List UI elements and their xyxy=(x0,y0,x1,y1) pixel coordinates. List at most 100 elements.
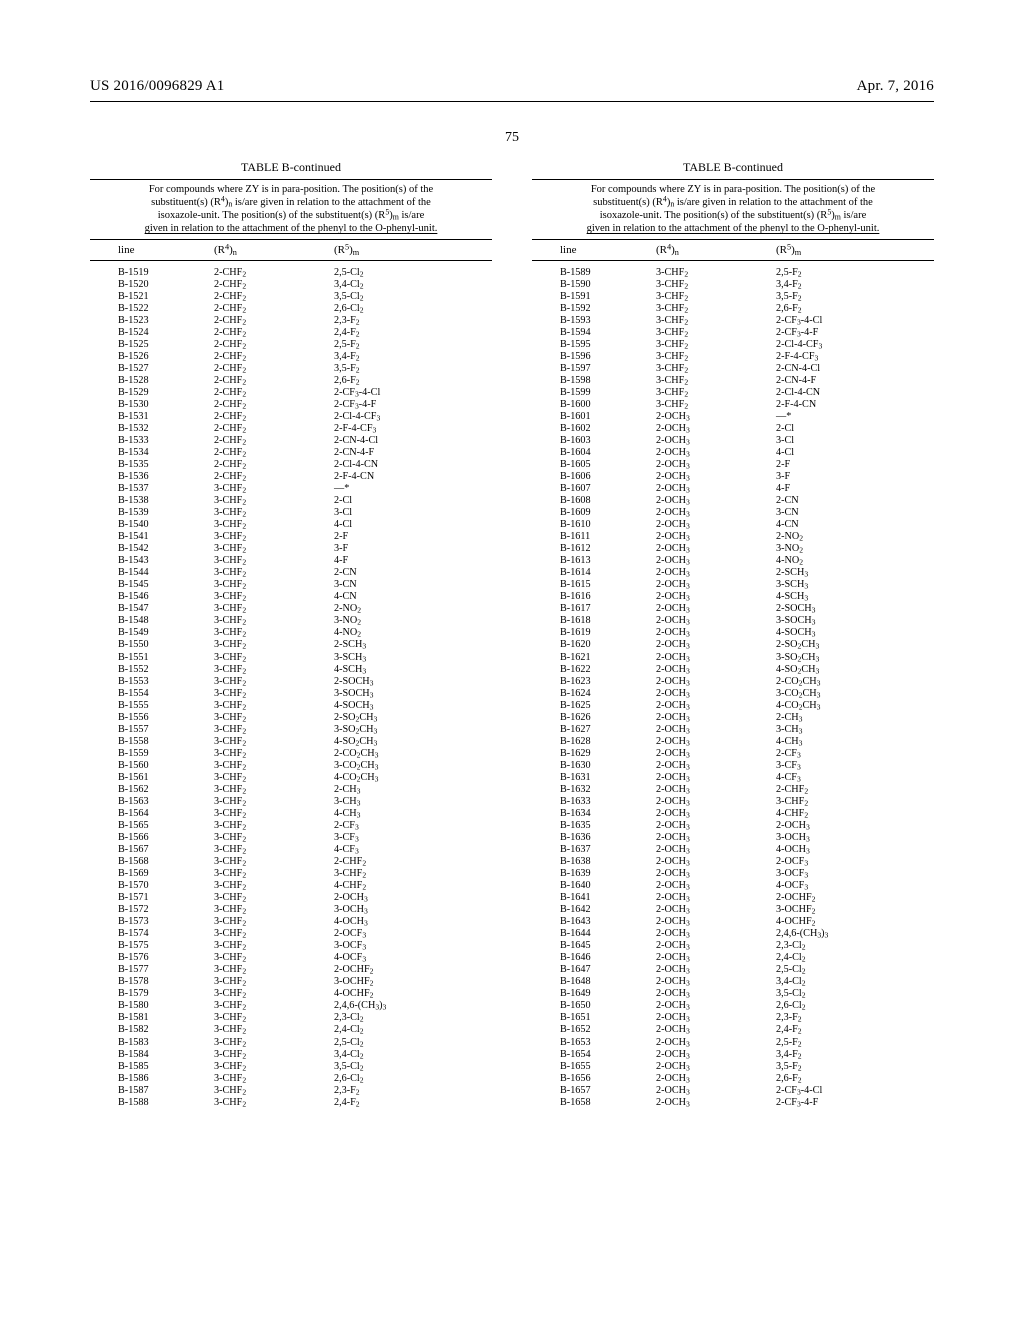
cell-line: B-1577 xyxy=(118,964,214,976)
table-row: B-15493-CHF24-NO2 xyxy=(118,627,492,639)
cell-line: B-1560 xyxy=(118,760,214,772)
cell-r5: 2,4-Cl2 xyxy=(334,1024,492,1036)
cell-r4: 3-CHF2 xyxy=(214,1024,334,1036)
cell-r4: 2-OCH3 xyxy=(656,447,776,459)
table-row: B-15533-CHF22-SOCH3 xyxy=(118,676,492,688)
cell-line: B-1541 xyxy=(118,531,214,543)
table-row: B-15222-CHF22,6-Cl2 xyxy=(118,303,492,315)
cell-line: B-1606 xyxy=(560,471,656,483)
table-row: B-15463-CHF24-CN xyxy=(118,591,492,603)
cell-r4: 3-CHF2 xyxy=(214,880,334,892)
table-row: B-15242-CHF22,4-F2 xyxy=(118,327,492,339)
cell-line: B-1644 xyxy=(560,928,656,940)
cell-r4: 3-CHF2 xyxy=(214,748,334,760)
cell-line: B-1596 xyxy=(560,351,656,363)
table-row: B-15703-CHF24-CHF2 xyxy=(118,880,492,892)
cell-r4: 2-CHF2 xyxy=(214,363,334,375)
cell-line: B-1545 xyxy=(118,579,214,591)
table-row: B-15663-CHF23-CF3 xyxy=(118,832,492,844)
cell-r5: 2-F-4-CN xyxy=(776,399,934,411)
table-row: B-15212-CHF23,5-Cl2 xyxy=(118,291,492,303)
cell-r5: 2-OCHF2 xyxy=(776,892,934,904)
cell-r5: 2-CO2CH3 xyxy=(776,676,934,688)
table-row: B-16282-OCH34-CH3 xyxy=(560,736,934,748)
table-row: B-16342-OCH34-CHF2 xyxy=(560,808,934,820)
col-header-line: line xyxy=(560,244,656,256)
table-row: B-16152-OCH33-SCH3 xyxy=(560,579,934,591)
cell-r4: 3-CHF2 xyxy=(656,399,776,411)
cell-line: B-1542 xyxy=(118,543,214,555)
cell-r4: 2-OCH3 xyxy=(656,700,776,712)
cell-line: B-1539 xyxy=(118,507,214,519)
cell-line: B-1522 xyxy=(118,303,214,315)
cell-r5: 2-CN xyxy=(334,567,492,579)
cell-r5: 2,5-F2 xyxy=(334,339,492,351)
cell-r4: 3-CHF2 xyxy=(214,844,334,856)
cell-r5: 4-SO2CH3 xyxy=(334,736,492,748)
cell-line: B-1603 xyxy=(560,435,656,447)
cell-r4: 2-OCH3 xyxy=(656,531,776,543)
cell-line: B-1619 xyxy=(560,627,656,639)
cell-line: B-1593 xyxy=(560,315,656,327)
cell-r4: 3-CHF2 xyxy=(214,603,334,615)
table-row: B-16102-OCH34-CN xyxy=(560,519,934,531)
cell-r5: 3-OCH3 xyxy=(776,832,934,844)
cell-r5: 3,5-Cl2 xyxy=(334,1061,492,1073)
table-caption-right: For compounds where ZY is in para-positi… xyxy=(532,179,934,240)
cell-r5: 3-SCH3 xyxy=(776,579,934,591)
cell-r5: 2-CF3-4-F xyxy=(334,399,492,411)
cell-line: B-1571 xyxy=(118,892,214,904)
cell-line: B-1595 xyxy=(560,339,656,351)
table-row: B-15643-CHF24-CH3 xyxy=(118,808,492,820)
cell-line: B-1629 xyxy=(560,748,656,760)
cell-r4: 2-OCH3 xyxy=(656,796,776,808)
cell-r4: 2-OCH3 xyxy=(656,1024,776,1036)
cell-r5: 2,6-F2 xyxy=(776,303,934,315)
cell-r4: 3-CHF2 xyxy=(214,615,334,627)
cell-r5: 4-CN xyxy=(776,519,934,531)
table-row: B-15893-CHF22,5-F2 xyxy=(560,267,934,279)
cell-r4: 2-CHF2 xyxy=(214,375,334,387)
cell-line: B-1557 xyxy=(118,724,214,736)
table-row: B-15943-CHF22-CF3-4-F xyxy=(560,327,934,339)
table-row: B-15723-CHF23-OCH3 xyxy=(118,904,492,916)
cell-line: B-1657 xyxy=(560,1085,656,1097)
cell-line: B-1628 xyxy=(560,736,656,748)
cell-line: B-1655 xyxy=(560,1061,656,1073)
cell-line: B-1624 xyxy=(560,688,656,700)
caption-line: For compounds where ZY is in para-positi… xyxy=(96,183,486,196)
col-header-line: line xyxy=(118,244,214,256)
cell-r4: 2-OCH3 xyxy=(656,712,776,724)
cell-line: B-1652 xyxy=(560,1024,656,1036)
cell-line: B-1587 xyxy=(118,1085,214,1097)
cell-line: B-1529 xyxy=(118,387,214,399)
cell-line: B-1621 xyxy=(560,652,656,664)
cell-r5: 3,4-F2 xyxy=(776,1049,934,1061)
cell-r5: 3,5-Cl2 xyxy=(776,988,934,1000)
publication-date: Apr. 7, 2016 xyxy=(857,78,934,95)
table-row: B-15403-CHF24-Cl xyxy=(118,519,492,531)
table-header-row: line (R4)n (R5)m xyxy=(532,240,934,261)
cell-r4: 2-CHF2 xyxy=(214,447,334,459)
cell-line: B-1521 xyxy=(118,291,214,303)
cell-r4: 2-OCH3 xyxy=(656,507,776,519)
cell-r5: 2-OCHF2 xyxy=(334,964,492,976)
cell-r4: 2-CHF2 xyxy=(214,411,334,423)
cell-r5: 3-CH3 xyxy=(776,724,934,736)
table-row: B-15292-CHF22-CF3-4-Cl xyxy=(118,387,492,399)
table-row: B-16232-OCH32-CO2CH3 xyxy=(560,676,934,688)
table-row: B-16052-OCH32-F xyxy=(560,459,934,471)
table-body-left: B-15192-CHF22,5-Cl2B-15202-CHF23,4-Cl2B-… xyxy=(90,261,492,1109)
cell-r5: 3-CO2CH3 xyxy=(776,688,934,700)
table-row: B-16012-OCH3—* xyxy=(560,411,934,423)
cell-r5: 2,4-F2 xyxy=(334,1097,492,1109)
cell-r4: 3-CHF2 xyxy=(656,267,776,279)
table-row: B-15753-CHF23-OCF3 xyxy=(118,940,492,952)
cell-r4: 2-OCH3 xyxy=(656,844,776,856)
cell-r5: 3-F xyxy=(334,543,492,555)
cell-r4: 2-OCH3 xyxy=(656,471,776,483)
cell-line: B-1566 xyxy=(118,832,214,844)
table-row: B-15613-CHF24-CO2CH3 xyxy=(118,772,492,784)
table-row: B-16072-OCH34-F xyxy=(560,483,934,495)
cell-r4: 2-OCH3 xyxy=(656,952,776,964)
